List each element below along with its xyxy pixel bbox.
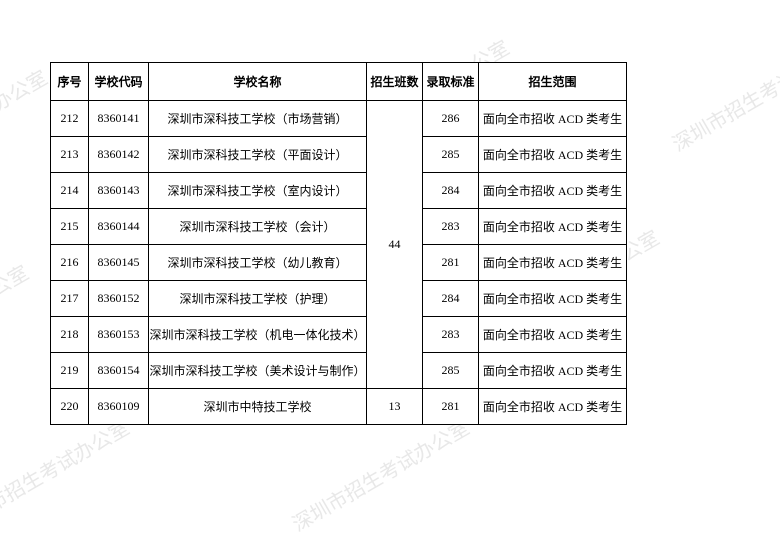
cell-code: 8360153 <box>89 317 149 353</box>
cell-seq: 218 <box>51 317 89 353</box>
cell-school-name: 深圳市深科技工学校（室内设计） <box>149 173 367 209</box>
cell-scope: 面向全市招收 ACD 类考生 <box>479 137 627 173</box>
table-row: 2208360109深圳市中特技工学校13281面向全市招收 ACD 类考生 <box>51 389 627 425</box>
cell-seq: 214 <box>51 173 89 209</box>
cell-seq: 217 <box>51 281 89 317</box>
cell-score: 284 <box>423 281 479 317</box>
table-row: 2188360153深圳市深科技工学校（机电一体化技术） 283面向全市招收 AC… <box>51 317 627 353</box>
cell-class-count: 13 <box>367 389 423 425</box>
table-row: 2198360154深圳市深科技工学校（美术设计与制作） 285面向全市招收 AC… <box>51 353 627 389</box>
cell-school-name: 深圳市中特技工学校 <box>149 389 367 425</box>
cell-scope: 面向全市招收 ACD 类考生 <box>479 281 627 317</box>
cell-school-name: 深圳市深科技工学校（幼儿教育） <box>149 245 367 281</box>
watermark-text: 深圳市招生考试办公室 <box>666 32 780 157</box>
cell-score: 281 <box>423 389 479 425</box>
cell-code: 8360145 <box>89 245 149 281</box>
cell-school-name: 深圳市深科技工学校（护理） <box>149 281 367 317</box>
cell-school-name: 深圳市深科技工学校（机电一体化技术） <box>149 317 367 353</box>
cell-seq: 219 <box>51 353 89 389</box>
table-row: 2148360143深圳市深科技工学校（室内设计） 284面向全市招收 ACD 类… <box>51 173 627 209</box>
table-row: 2158360144深圳市深科技工学校（会计） 283面向全市招收 ACD 类考生 <box>51 209 627 245</box>
cell-code: 8360154 <box>89 353 149 389</box>
cell-code: 8360152 <box>89 281 149 317</box>
cell-code: 8360143 <box>89 173 149 209</box>
header-score: 录取标准 <box>423 63 479 101</box>
cell-scope: 面向全市招收 ACD 类考生 <box>479 317 627 353</box>
cell-school-name: 深圳市深科技工学校（市场营销） <box>149 101 367 137</box>
cell-code: 8360141 <box>89 101 149 137</box>
cell-code: 8360144 <box>89 209 149 245</box>
table-row: 2138360142深圳市深科技工学校（平面设计） 285面向全市招收 ACD 类… <box>51 137 627 173</box>
cell-score: 281 <box>423 245 479 281</box>
cell-school-name: 深圳市深科技工学校（会计） <box>149 209 367 245</box>
watermark-text: 深圳市招生考试办公室 <box>286 412 474 537</box>
cell-scope: 面向全市招收 ACD 类考生 <box>479 245 627 281</box>
cell-seq: 220 <box>51 389 89 425</box>
cell-scope: 面向全市招收 ACD 类考生 <box>479 389 627 425</box>
header-scope: 招生范围 <box>479 63 627 101</box>
cell-score: 284 <box>423 173 479 209</box>
cell-class-count-merged: 44 <box>367 101 423 389</box>
cell-score: 286 <box>423 101 479 137</box>
cell-code: 8360142 <box>89 137 149 173</box>
table-row: 2178360152深圳市深科技工学校（护理） 284面向全市招收 ACD 类考生 <box>51 281 627 317</box>
cell-seq: 215 <box>51 209 89 245</box>
watermark-text: 试办公室 <box>0 62 52 127</box>
watermark-text: 深圳市招生考试办公室 <box>0 412 134 537</box>
cell-scope: 面向全市招收 ACD 类考生 <box>479 209 627 245</box>
table-row: 2168360145深圳市深科技工学校（幼儿教育） 281面向全市招收 ACD 类… <box>51 245 627 281</box>
cell-seq: 213 <box>51 137 89 173</box>
cell-scope: 面向全市招收 ACD 类考生 <box>479 173 627 209</box>
cell-score: 285 <box>423 353 479 389</box>
header-seq: 序号 <box>51 63 89 101</box>
admission-table-container: 序号 学校代码 学校名称 招生班数 录取标准 招生范围 2128360141深圳… <box>50 62 627 425</box>
header-class-count: 招生班数 <box>367 63 423 101</box>
cell-seq: 216 <box>51 245 89 281</box>
admission-table: 序号 学校代码 学校名称 招生班数 录取标准 招生范围 2128360141深圳… <box>50 62 627 425</box>
cell-code: 8360109 <box>89 389 149 425</box>
cell-score: 283 <box>423 209 479 245</box>
header-code: 学校代码 <box>89 63 149 101</box>
cell-score: 285 <box>423 137 479 173</box>
cell-seq: 212 <box>51 101 89 137</box>
cell-school-name: 深圳市深科技工学校（美术设计与制作） <box>149 353 367 389</box>
cell-score: 283 <box>423 317 479 353</box>
cell-scope: 面向全市招收 ACD 类考生 <box>479 353 627 389</box>
table-row: 2128360141深圳市深科技工学校（市场营销）44286面向全市招收 ACD… <box>51 101 627 137</box>
cell-scope: 面向全市招收 ACD 类考生 <box>479 101 627 137</box>
table-header-row: 序号 学校代码 学校名称 招生班数 录取标准 招生范围 <box>51 63 627 101</box>
header-name: 学校名称 <box>149 63 367 101</box>
watermark-text: 办公室 <box>0 257 33 312</box>
cell-school-name: 深圳市深科技工学校（平面设计） <box>149 137 367 173</box>
